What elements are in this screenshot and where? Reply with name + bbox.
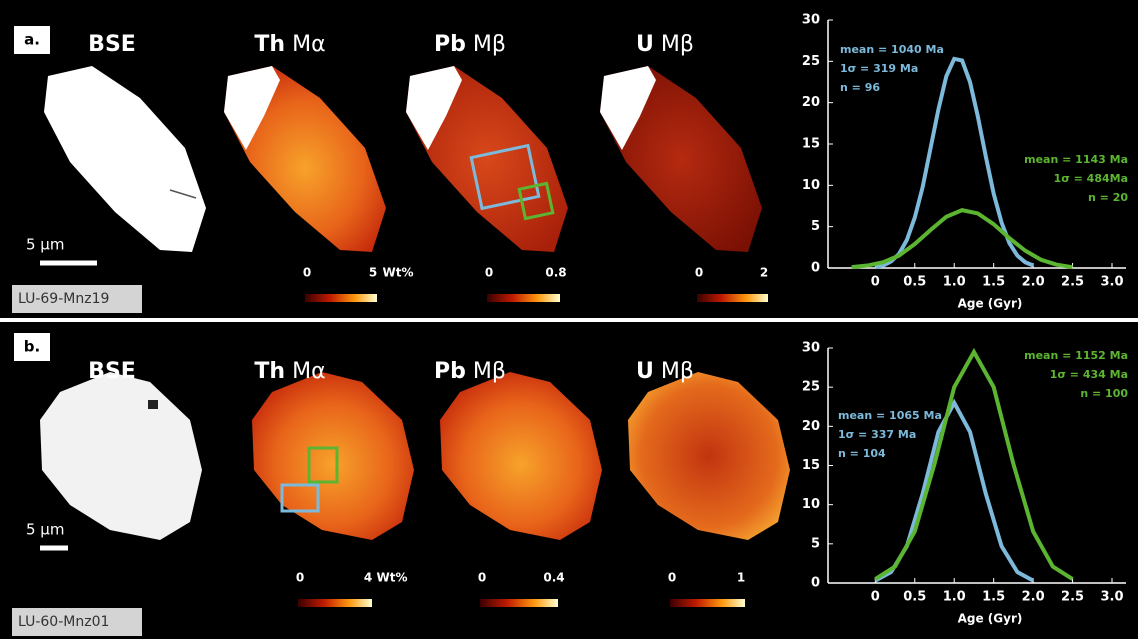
x-tick-label: 1.0: [943, 275, 966, 290]
x-tick-label: 1.5: [982, 590, 1005, 605]
x-tick-label: 2.0: [1022, 590, 1045, 605]
map-line: Mα: [292, 32, 325, 57]
x-tick-label: 1.0: [943, 590, 966, 605]
figure: a. LU-69-Mnz19 5 µm BSE Th Mα 0 5 Wt% Pb Mβ 0 0.8 U…: [0, 0, 1138, 639]
colorbar-max: 2: [760, 266, 768, 280]
y-tick-label: 30: [802, 13, 820, 28]
colorbar-max: 4: [364, 571, 372, 585]
annotation: n = 104: [838, 447, 886, 460]
y-tick-label: 30: [802, 341, 820, 356]
y-tick-label: 0: [811, 261, 820, 276]
colorbar-unit: Wt%: [383, 266, 414, 280]
annotation: n = 96: [840, 81, 880, 94]
annotation: 1σ = 319 Ma: [840, 62, 918, 75]
map-title: U Mβ: [636, 359, 694, 384]
panel-label: a.: [24, 31, 40, 49]
colorbar: [305, 294, 377, 302]
colorbar-min: 0: [303, 266, 311, 280]
x-tick-label: 2.5: [1061, 590, 1084, 605]
x-tick-label: 0: [871, 275, 880, 290]
map-element: U: [636, 32, 654, 57]
colorbar-unit: Wt%: [377, 571, 408, 585]
y-tick-label: 10: [802, 497, 820, 512]
x-tick-label: 3.0: [1100, 275, 1123, 290]
x-axis-label: Age (Gyr): [958, 297, 1023, 311]
annotation: mean = 1143 Ma: [1024, 153, 1128, 166]
colorbar-min: 0: [478, 571, 486, 585]
y-tick-label: 10: [802, 178, 820, 193]
colorbar-max: 0.4: [543, 571, 564, 585]
colorbar: [480, 599, 558, 607]
x-tick-label: 1.5: [982, 275, 1005, 290]
y-tick-label: 20: [802, 95, 820, 110]
map-element: Th: [254, 359, 285, 384]
scale-label: 5 µm: [26, 521, 64, 539]
annotation: mean = 1065 Ma: [838, 409, 942, 422]
colorbar: [487, 294, 560, 302]
x-tick-label: 0: [871, 590, 880, 605]
map-title: U Mβ: [636, 32, 694, 57]
y-tick-label: 20: [802, 419, 820, 434]
colorbar-max: 0.8: [545, 266, 566, 280]
colorbar-min: 0: [695, 266, 703, 280]
annotation: mean = 1152 Ma: [1024, 349, 1128, 362]
colorbar-max: 1: [737, 571, 745, 585]
map-element: BSE: [88, 32, 136, 57]
y-tick-label: 0: [811, 576, 820, 591]
y-tick-label: 25: [802, 54, 820, 69]
map-title: Th Mα: [254, 32, 325, 57]
map-element: U: [636, 359, 654, 384]
x-tick-label: 0.5: [903, 275, 926, 290]
y-tick-label: 5: [811, 219, 820, 234]
x-tick-label: 2.0: [1022, 275, 1045, 290]
map-element: Th: [254, 32, 285, 57]
y-tick-label: 25: [802, 380, 820, 395]
map-line: Mβ: [473, 359, 506, 384]
colorbar-min: 0: [485, 266, 493, 280]
map-title: BSE: [88, 359, 136, 384]
annotation: n = 100: [1080, 387, 1128, 400]
map-line: Mβ: [473, 32, 506, 57]
annotation: 1σ = 484Ma: [1054, 172, 1128, 185]
colorbar: [697, 294, 768, 302]
map-line: Mα: [292, 359, 325, 384]
colorbar: [670, 599, 745, 607]
sample-name: LU-69-Mnz19: [18, 291, 109, 307]
annotation: 1σ = 337 Ma: [838, 428, 916, 441]
inclusion: [148, 400, 158, 409]
colorbar: [298, 599, 372, 607]
y-tick-label: 15: [802, 458, 820, 473]
x-tick-label: 0.5: [903, 590, 926, 605]
colorbar-max: 5: [369, 266, 377, 280]
scale-label: 5 µm: [26, 236, 64, 254]
map-title: Pb Mβ: [434, 359, 506, 384]
y-tick-label: 5: [811, 536, 820, 551]
panel-label: b.: [24, 338, 40, 356]
sample-name: LU-60-Mnz01: [18, 614, 109, 630]
annotation: 1σ = 434 Ma: [1050, 368, 1128, 381]
x-axis-label: Age (Gyr): [958, 612, 1023, 626]
map-line: Mβ: [661, 359, 694, 384]
x-tick-label: 2.5: [1061, 275, 1084, 290]
x-tick-label: 3.0: [1100, 590, 1123, 605]
y-tick-label: 15: [802, 137, 820, 152]
annotation: n = 20: [1088, 191, 1128, 204]
map-title: Pb Mβ: [434, 32, 506, 57]
map-title: Th Mα: [254, 359, 325, 384]
map-element: Pb: [434, 359, 466, 384]
map-element: Pb: [434, 32, 466, 57]
colorbar-min: 0: [668, 571, 676, 585]
map-line: Mβ: [661, 32, 694, 57]
map-title: BSE: [88, 32, 136, 57]
colorbar-min: 0: [296, 571, 304, 585]
map-element: BSE: [88, 359, 136, 384]
annotation: mean = 1040 Ma: [840, 43, 944, 56]
